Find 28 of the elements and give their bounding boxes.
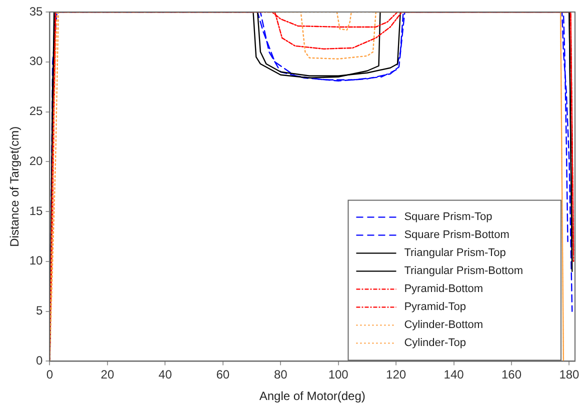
y-tick-label: 20 xyxy=(29,154,44,168)
legend-label: Triangular Prism-Bottom xyxy=(404,265,524,278)
x-axis-title: Angle of Motor(deg) xyxy=(259,389,366,404)
legend-label: Cylinder-Top xyxy=(404,337,466,350)
legend-label: Pyramid-Bottom xyxy=(404,283,484,296)
x-tick-label: 0 xyxy=(46,368,54,382)
legend-label: Square Prism-Top xyxy=(404,211,492,224)
y-tick-label: 5 xyxy=(36,304,44,318)
x-tick-label: 80 xyxy=(274,368,288,382)
y-tick-label: 35 xyxy=(29,4,44,18)
legend-label: Triangular Prism-Top xyxy=(404,247,506,260)
y-tick-label: 25 xyxy=(29,104,44,118)
y-tick-label: 10 xyxy=(29,254,44,268)
y-tick-label: 0 xyxy=(36,354,44,368)
legend-label: Square Prism-Bottom xyxy=(404,229,510,242)
x-tick-label: 20 xyxy=(100,368,114,382)
x-tick-label: 100 xyxy=(328,368,349,382)
y-tick-label: 15 xyxy=(29,204,44,218)
legend-label: Cylinder-Bottom xyxy=(404,319,484,332)
legend-label: Pyramid-Top xyxy=(404,301,466,314)
x-tick-label: 60 xyxy=(216,368,230,382)
x-tick-label: 40 xyxy=(158,368,172,382)
y-tick-label: 30 xyxy=(29,54,44,68)
x-tick-label: 120 xyxy=(386,368,406,382)
y-axis-title: Distance of Target(cm) xyxy=(8,126,22,247)
x-tick-label: 160 xyxy=(501,368,522,382)
x-tick-label: 140 xyxy=(444,368,464,382)
x-tick-label: 180 xyxy=(559,368,580,382)
